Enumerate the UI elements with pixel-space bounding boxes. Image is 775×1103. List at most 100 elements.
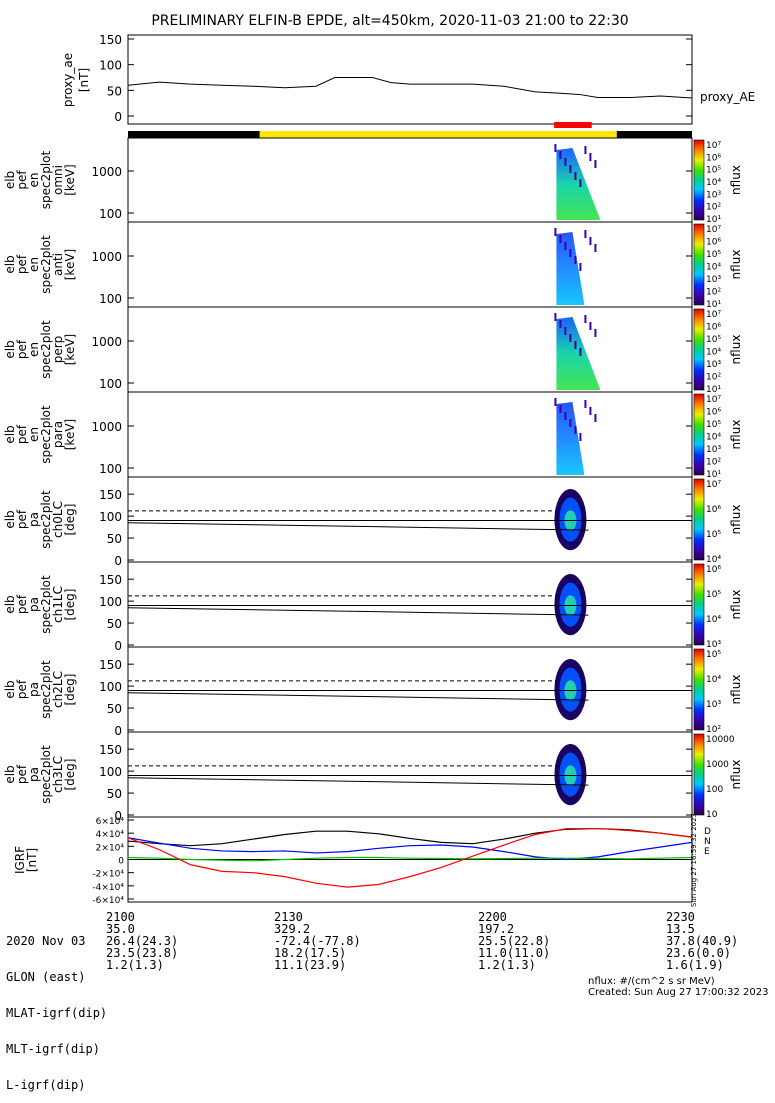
omni-spectrum-speck bbox=[584, 146, 587, 154]
anti-ylabel-4: anti bbox=[51, 253, 65, 276]
ch3LC-losscone-solid bbox=[127, 777, 589, 786]
perp-spectrum-speck bbox=[564, 327, 567, 335]
time-axis-labels: 2020 Nov 03 GLON (east) MLAT-igrf(dip) M… bbox=[6, 911, 107, 1103]
ch1LC-ylabel-0: elb bbox=[3, 595, 17, 613]
ch2LC-ytick-label: 0 bbox=[114, 724, 122, 738]
omni-spectrum-speck bbox=[564, 158, 567, 166]
ch0LC-ytick-label: 50 bbox=[107, 532, 122, 546]
ch2LC-ylabel-1: pef bbox=[15, 679, 29, 699]
anti-colorbar-tick: 10¹ bbox=[706, 300, 721, 310]
anti-ylabel-1: pef bbox=[15, 254, 29, 274]
ch0LC-colorbar-tick: 10⁵ bbox=[706, 530, 721, 540]
anti-spectrum-speck bbox=[564, 242, 567, 250]
ch0LC-colorbar bbox=[693, 478, 705, 561]
igrf-ytick-label: -6×10⁴ bbox=[92, 896, 124, 906]
perp-spectrum-speck bbox=[579, 348, 582, 356]
proxy-ae-ytick-label: 150 bbox=[99, 33, 122, 47]
ch2LC-colorbar-label: nflux bbox=[729, 675, 743, 705]
perp-colorbar bbox=[693, 308, 705, 391]
omni-ylabel-3: spec2plot bbox=[39, 150, 53, 209]
figure: PRELIMINARY ELFIN-B EPDE, alt=450km, 202… bbox=[3, 13, 755, 907]
omni-colorbar-tick: 10⁷ bbox=[706, 141, 721, 151]
perp-colorbar-label: nflux bbox=[729, 335, 743, 365]
igrf-ytick-label: 6×10⁴ bbox=[96, 817, 125, 827]
omni-spectrum-speck bbox=[554, 144, 557, 152]
omni-spectrum bbox=[556, 148, 601, 220]
para-ylabel-1: pef bbox=[15, 424, 29, 444]
ch3LC-ytick-label: 0 bbox=[114, 809, 122, 823]
anti-ylabel-5: [keV] bbox=[63, 249, 77, 280]
omni-colorbar-tick: 10² bbox=[706, 203, 721, 213]
omni-colorbar-tick: 10⁶ bbox=[706, 153, 721, 163]
ch3LC-colorbar bbox=[693, 733, 705, 816]
anti-colorbar-tick: 10² bbox=[706, 288, 721, 298]
para-spectrum-speck bbox=[584, 400, 587, 408]
para-spectrum-speck bbox=[554, 398, 557, 406]
l-label: L-igrf(dip) bbox=[6, 1078, 86, 1092]
para-spectrum-speck bbox=[594, 414, 597, 422]
ch1LC-ytick-label: 150 bbox=[99, 573, 122, 587]
para-spectrum-speck bbox=[579, 433, 582, 441]
ch0LC-colorbar-tick: 10⁶ bbox=[706, 505, 721, 515]
omni-spectrum-speck bbox=[589, 153, 592, 161]
date-label: 2020 Nov 03 bbox=[6, 934, 86, 948]
para-spectrum bbox=[556, 402, 585, 475]
ch3LC-ylabel-0: elb bbox=[3, 765, 17, 783]
para-ylabel-5: [keV] bbox=[63, 419, 77, 450]
perp-spectrum-speck bbox=[594, 329, 597, 337]
omni-spectrum-speck bbox=[574, 172, 577, 180]
anti-spectrum-speck bbox=[594, 244, 597, 252]
time-axis-glon: 35.0 bbox=[106, 922, 135, 936]
para-ylabel-2: en bbox=[27, 427, 41, 442]
perp-spectrum-speck bbox=[574, 341, 577, 349]
time-axis-time: 2230 bbox=[666, 910, 695, 924]
omni-ylabel-1: pef bbox=[15, 170, 29, 190]
ch3LC-ytick-label: 50 bbox=[107, 787, 122, 801]
ch0LC-ylabel-1: pef bbox=[15, 509, 29, 529]
igrf-ylabel-units: [nT] bbox=[25, 848, 39, 872]
para-colorbar-tick: 10⁴ bbox=[706, 433, 721, 443]
ch3LC-ytick-label: 150 bbox=[99, 743, 122, 757]
anti-spectrum-speck bbox=[584, 230, 587, 238]
para-ytick-label: 1000 bbox=[91, 420, 122, 434]
mlt-label: MLT-igrf(dip) bbox=[6, 1042, 100, 1056]
time-axis-mlt: 23.6(0.0) bbox=[666, 946, 732, 960]
omni-ylabel-0: elb bbox=[3, 171, 17, 189]
ch2LC-ylabel-5: [deg] bbox=[63, 674, 77, 706]
para-colorbar-tick: 10¹ bbox=[706, 470, 721, 480]
perp-colorbar-tick: 10⁴ bbox=[706, 348, 721, 358]
omni-colorbar-tick: 10¹ bbox=[706, 215, 721, 225]
perp-ylabel-3: spec2plot bbox=[39, 320, 53, 379]
ch2LC-colorbar-tick: 10³ bbox=[706, 700, 721, 710]
ch2LC-ylabel-0: elb bbox=[3, 680, 17, 698]
anti-ylabel-3: spec2plot bbox=[39, 235, 53, 294]
ch3LC-colorbar-tick: 10 bbox=[706, 810, 718, 820]
para-spectrum-speck bbox=[564, 412, 567, 420]
perp-ylabel-1: pef bbox=[15, 339, 29, 359]
para-ytick-label: 100 bbox=[99, 462, 122, 476]
ch0LC-frame bbox=[127, 476, 693, 563]
ch1LC-colorbar-tick: 10⁴ bbox=[706, 615, 721, 625]
para-colorbar-tick: 10² bbox=[706, 458, 721, 468]
anti-ytick-label: 1000 bbox=[91, 250, 122, 264]
anti-ytick-label: 100 bbox=[99, 292, 122, 306]
omni-ylabel-4: omni bbox=[51, 165, 65, 195]
time-axis-column: 2200 197.2 25.5(22.8) 11.0(11.0) 1.2(1.3) bbox=[478, 911, 550, 971]
ch1LC-ytick-label: 0 bbox=[114, 639, 122, 653]
omni-ytick-label: 100 bbox=[99, 207, 122, 221]
time-axis-l: 1.2(1.3) bbox=[106, 958, 164, 972]
perp-ylabel-2: en bbox=[27, 342, 41, 357]
omni-spectrum-speck bbox=[559, 151, 562, 159]
time-axis-glon: 329.2 bbox=[274, 922, 311, 936]
para-colorbar-label: nflux bbox=[729, 420, 743, 450]
omni-frame bbox=[127, 137, 693, 223]
ch0LC-ytick-label: 0 bbox=[114, 554, 122, 568]
perp-spectrum-speck bbox=[559, 320, 562, 328]
ch0LC-ylabel-2: pa bbox=[27, 512, 41, 527]
perp-frame bbox=[127, 306, 693, 393]
igrf-legend-D: D bbox=[704, 827, 711, 837]
proxy-ae-ytick-label: 50 bbox=[107, 84, 122, 98]
igrf-series-1 bbox=[127, 837, 693, 861]
ch2LC-colorbar bbox=[693, 648, 705, 731]
time-axis-mlt: 23.5(23.8) bbox=[106, 946, 179, 960]
